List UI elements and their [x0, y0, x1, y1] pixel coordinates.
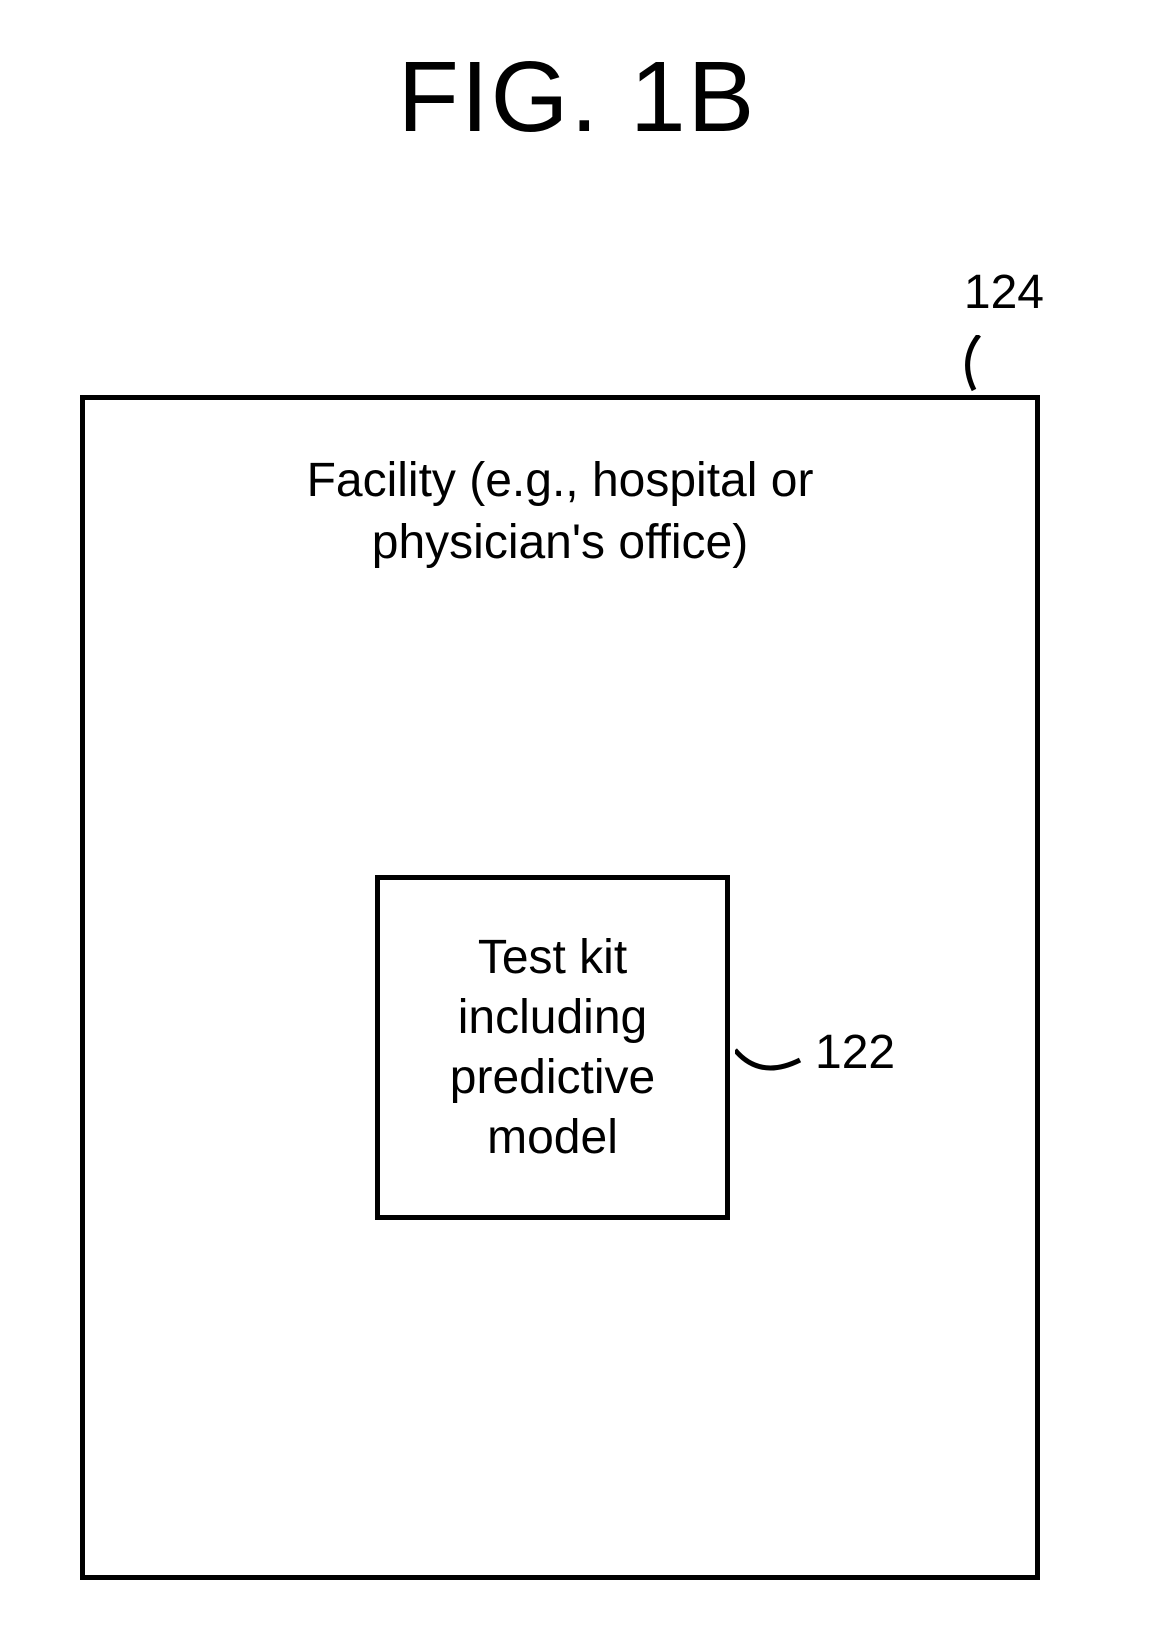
facility-box: Facility (e.g., hospital or physician's …: [80, 395, 1040, 1580]
inner-box-leader-line: [735, 1035, 805, 1085]
test-kit-text-line3: predictive: [450, 1051, 655, 1104]
facility-text-line2: physician's office): [372, 516, 748, 569]
test-kit-text-line1: Test kit: [478, 931, 627, 984]
test-kit-text-line2: including: [458, 991, 647, 1044]
facility-box-text: Facility (e.g., hospital or physician's …: [210, 450, 910, 575]
outer-box-label: 124: [964, 265, 1044, 320]
test-kit-box: Test kit including predictive model: [375, 875, 730, 1220]
figure-title: FIG. 1B: [398, 40, 757, 155]
test-kit-text-line4: model: [487, 1111, 618, 1164]
test-kit-box-text: Test kit including predictive model: [450, 928, 655, 1168]
inner-box-label: 122: [815, 1025, 895, 1080]
facility-text-line1: Facility (e.g., hospital or: [307, 454, 814, 507]
outer-box-leader-line: [954, 335, 1004, 395]
